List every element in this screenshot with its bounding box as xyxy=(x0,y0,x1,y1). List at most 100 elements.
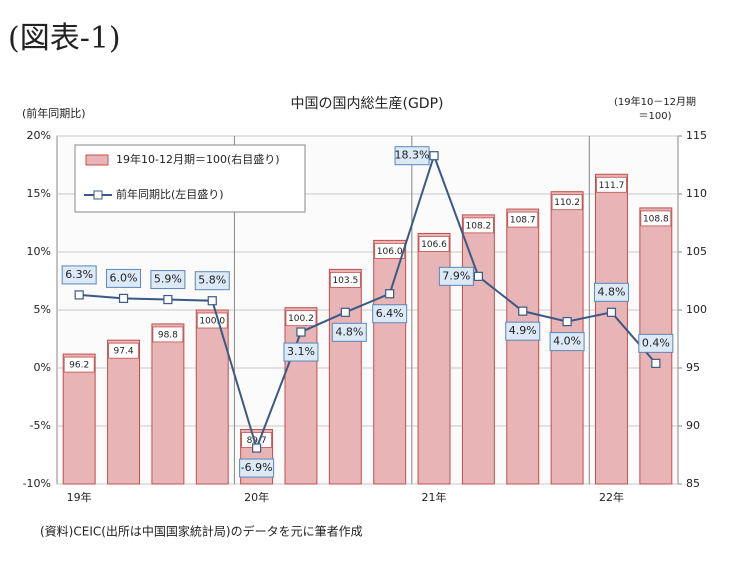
x-tick-label: 22年 xyxy=(599,490,624,504)
bar xyxy=(151,323,185,485)
line-label: 0.4% xyxy=(642,336,670,349)
line-label: 4.8% xyxy=(335,325,363,338)
bar-label: 108.7 xyxy=(510,216,536,226)
line-label: 6.3% xyxy=(65,268,93,281)
bar xyxy=(373,239,407,485)
y2-tick-label: 115 xyxy=(686,129,707,142)
bar-label: 110.2 xyxy=(554,198,580,208)
bar-label: 98.8 xyxy=(158,330,178,340)
x-tick-label: 21年 xyxy=(422,490,447,504)
line-label-box xyxy=(194,271,230,291)
line-label: 4.8% xyxy=(597,285,625,298)
bar-label: 100.0 xyxy=(199,317,225,327)
legend-swatch xyxy=(93,190,103,200)
bar xyxy=(328,268,362,485)
y-tick-label: 5% xyxy=(34,303,51,316)
line-label: 5.8% xyxy=(198,274,226,287)
line-layer: 6.3% 6.0% 5.9% 5.8% -6.9% 3.1% 4.8% 6.4% 18.3% 7.… xyxy=(61,146,674,478)
bar-label-box xyxy=(63,356,95,373)
bar-label: 108.8 xyxy=(643,214,669,224)
x-tick-label: 19年 xyxy=(67,490,92,504)
line-label: 18.3% xyxy=(395,149,430,162)
line-marker xyxy=(118,293,129,303)
bar xyxy=(506,208,540,485)
line-label-box xyxy=(239,458,275,478)
legend-swatch xyxy=(85,154,109,166)
y2-tick-label: 105 xyxy=(686,245,707,258)
line-marker xyxy=(207,296,217,306)
line-marker xyxy=(651,358,661,368)
bar-label: 108.2 xyxy=(466,221,492,231)
x-tick-label: 20年 xyxy=(244,490,269,504)
line-label: 4.9% xyxy=(509,324,537,337)
bar-label-box xyxy=(551,194,583,211)
line-label: 5.9% xyxy=(154,273,182,286)
source-note: (資料)CEIC(出所は中国国家統計局)のデータを元に筆者作成 xyxy=(40,524,363,539)
bar-label: 100.2 xyxy=(288,314,314,324)
line-marker xyxy=(429,151,439,161)
line-marker xyxy=(385,289,395,299)
bar-label-box xyxy=(285,310,317,327)
line-label: 4.0% xyxy=(553,335,581,348)
line-marker xyxy=(562,317,572,327)
y-tick-label: 15% xyxy=(27,187,51,200)
line-marker xyxy=(518,306,528,316)
bar-label: 97.4 xyxy=(114,347,134,357)
bar xyxy=(284,307,318,485)
line-marker xyxy=(163,294,173,305)
line xyxy=(79,152,657,452)
y2-axis-label: (19年10－12月期 xyxy=(614,95,696,108)
line-label: 6.4% xyxy=(376,307,404,320)
line-label: 7.9% xyxy=(442,269,470,282)
bar-label-box xyxy=(596,176,627,193)
line-label-box xyxy=(638,333,674,353)
bar-label: 103.5 xyxy=(332,276,358,286)
y-tick-label: 10% xyxy=(27,245,51,258)
line-label-box xyxy=(283,342,319,362)
legend-label: 前年同期比(左目盛り) xyxy=(116,187,224,201)
legend-box xyxy=(74,144,306,213)
y-tick-label: -5% xyxy=(30,419,51,432)
bar-label: 106.6 xyxy=(421,240,447,250)
line-label: -6.9% xyxy=(241,461,273,474)
line-label-box xyxy=(372,304,408,324)
bar-label-box xyxy=(108,342,139,359)
bar xyxy=(594,173,628,485)
line-label-box xyxy=(549,332,585,352)
line-label-box xyxy=(331,322,367,342)
y-tick-label: -10% xyxy=(23,477,51,490)
line-label-box xyxy=(61,265,97,285)
line-label: 3.1% xyxy=(287,345,315,358)
y2-axis-label: ＝100) xyxy=(639,111,672,122)
y-tick-label: 0% xyxy=(34,361,51,374)
line-label-box xyxy=(394,146,430,166)
bar-label: 106.0 xyxy=(377,247,403,257)
line-marker xyxy=(473,271,483,281)
line-marker xyxy=(340,307,350,317)
line-marker xyxy=(74,290,84,300)
line-marker xyxy=(296,327,306,337)
bar-label: 111.7 xyxy=(599,181,625,191)
y2-tick-label: 90 xyxy=(686,419,700,432)
y-tick-label: 20% xyxy=(27,129,51,142)
line-label-box xyxy=(593,282,629,302)
bar-label-box xyxy=(507,211,539,228)
bar-label-box xyxy=(418,236,450,252)
line-label-box xyxy=(150,270,186,290)
line-label-box xyxy=(505,321,541,341)
legend-label: 19年10-12月期＝100(右目盛り) xyxy=(116,152,280,166)
bar xyxy=(107,339,141,485)
bar-label-box xyxy=(374,242,406,259)
bar xyxy=(461,214,495,485)
bar-label: 96.2 xyxy=(69,361,89,371)
page-heading: (図表-1) xyxy=(8,21,121,56)
bar xyxy=(62,353,96,485)
chart-title: 中国の国内総生産(GDP) xyxy=(291,96,444,112)
y2-tick-label: 85 xyxy=(686,477,700,490)
bar-label-box xyxy=(329,271,361,288)
line-label: 6.0% xyxy=(110,271,138,284)
y2-tick-label: 110 xyxy=(686,187,707,200)
bar-label-box xyxy=(640,210,672,227)
y2-tick-label: 100 xyxy=(686,303,707,316)
